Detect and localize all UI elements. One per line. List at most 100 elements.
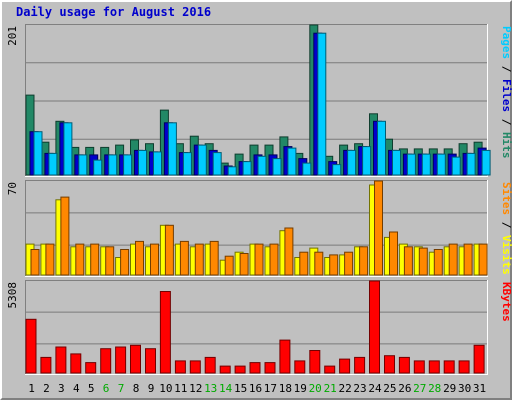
bar-kbytes-day-12 [189,360,201,374]
bar-kbytes-day-6 [100,348,112,374]
y-max-label: 201 [6,26,19,46]
x-tick-label: 20 [309,382,322,395]
bar-pages-day-21 [332,164,342,176]
bar-pages-day-24 [377,120,386,176]
x-tick-label: 13 [204,382,217,395]
bar-pages-day-23 [362,146,372,176]
bar-sites-day-1 [30,249,40,276]
x-tick-label: 21 [324,382,337,395]
bar-kbytes-day-28 [428,360,440,374]
bar-pages-day-1 [33,131,43,176]
bar-sites-day-23 [359,246,369,276]
bar-sites-day-10 [164,224,174,276]
bar-kbytes-day-3 [55,346,67,374]
bar-sites-day-3 [60,196,70,276]
bar-pages-day-20 [317,32,327,176]
x-tick-label: 29 [443,382,456,395]
x-tick-label: 12 [189,382,202,395]
bar-pages-day-3 [63,122,73,176]
bar-kbytes-day-22 [339,358,351,374]
panel-hits-files-pages: 201 Pages / Files / Hits [6,24,512,177]
bar-sites-day-9 [150,243,159,276]
x-tick-label: 11 [174,382,187,395]
x-tick-label: 16 [249,382,262,395]
bar-kbytes-day-25 [384,355,395,374]
x-tick-label: 1 [28,382,35,395]
bar-sites-day-22 [344,251,354,276]
x-tick-label: 7 [118,382,125,395]
bar-kbytes-day-29 [443,360,455,374]
bar-sites-day-11 [179,240,189,276]
y-max-label: 70 [6,182,19,195]
x-tick-label: 9 [148,382,155,395]
x-axis-labels: 1 2 3 4 5 6 7 8 9 10 11 12 13 14 15 16 17 18 19 20 21 22 23 24 2… [28,382,486,395]
bar-kbytes-day-19 [294,360,306,374]
bar-pages-day-5 [93,159,103,176]
bar-pages-day-16 [257,155,267,176]
bar-sites-day-19 [299,251,309,276]
series-label: Pages / Files / Hits [500,26,512,159]
bar-kbytes-day-4 [70,353,82,374]
y-max-label: 5308 [6,282,19,309]
bar-pages-day-8 [138,149,147,176]
bar-kbytes-day-16 [249,362,261,374]
bar-sites-day-26 [403,246,413,276]
bar-sites-day-28 [433,249,443,276]
x-tick-label: 17 [264,382,277,395]
series-label-part: KBytes [500,282,512,322]
bar-kbytes-day-21 [324,365,336,374]
x-tick-label: 4 [73,382,80,395]
bar-sites-day-6 [105,246,115,276]
bar-kbytes-day-5 [85,362,97,374]
x-tick-label: 19 [294,382,307,395]
bar-kbytes-day-23 [354,356,366,374]
bar-kbytes-day-20 [309,350,321,374]
bar-pages-day-2 [48,152,58,176]
bar-pages-day-13 [212,152,222,176]
bar-sites-day-17 [269,243,279,276]
panel-kbytes: 5308 KBytes [6,280,512,375]
bar-pages-day-9 [153,151,162,176]
series-label-part: / [500,215,512,235]
bar-sites-day-2 [45,243,55,276]
bar-sites-day-18 [284,227,294,276]
bar-sites-day-5 [90,243,100,276]
bar-kbytes-day-18 [279,339,291,374]
bar-pages-day-17 [272,158,282,176]
bar-sites-day-12 [194,243,204,276]
bar-sites-day-13 [209,240,219,276]
x-tick-label: 14 [219,382,233,395]
x-tick-label: 10 [159,382,172,395]
x-tick-label: 25 [383,382,396,395]
bar-pages-day-28 [436,153,446,176]
bar-kbytes-day-13 [204,356,216,374]
bar-kbytes-day-26 [398,356,410,374]
bar-kbytes-day-30 [458,360,470,374]
bar-kbytes-day-17 [264,362,276,374]
bar-sites-day-30 [463,243,473,276]
bar-sites-day-25 [389,231,398,276]
bar-pages-day-31 [481,149,491,176]
bar-kbytes-day-2 [40,356,52,374]
bar-pages-day-10 [167,122,177,176]
series-label-part: / [500,59,512,79]
bar-pages-day-14 [227,166,237,176]
bar-pages-day-19 [302,162,312,176]
bar-sites-day-29 [448,243,458,276]
bar-pages-day-27 [421,153,431,176]
bar-pages-day-7 [123,154,133,176]
bar-sites-day-7 [120,249,130,276]
bar-kbytes-day-10 [159,291,171,374]
x-tick-label: 3 [58,382,65,395]
bar-pages-day-12 [197,144,207,176]
series-label-part: Hits [500,132,512,159]
series-label-part: Pages [500,26,512,59]
series-label-part: / [500,112,512,132]
bar-pages-day-26 [406,153,416,176]
bar-sites-day-15 [239,253,249,276]
bar-pages-day-11 [182,152,192,176]
bar-sites-day-16 [254,243,264,276]
chart-title: Daily usage for August 2016 [16,5,212,19]
x-tick-label: 8 [133,382,140,395]
bar-sites-day-31 [478,243,488,276]
